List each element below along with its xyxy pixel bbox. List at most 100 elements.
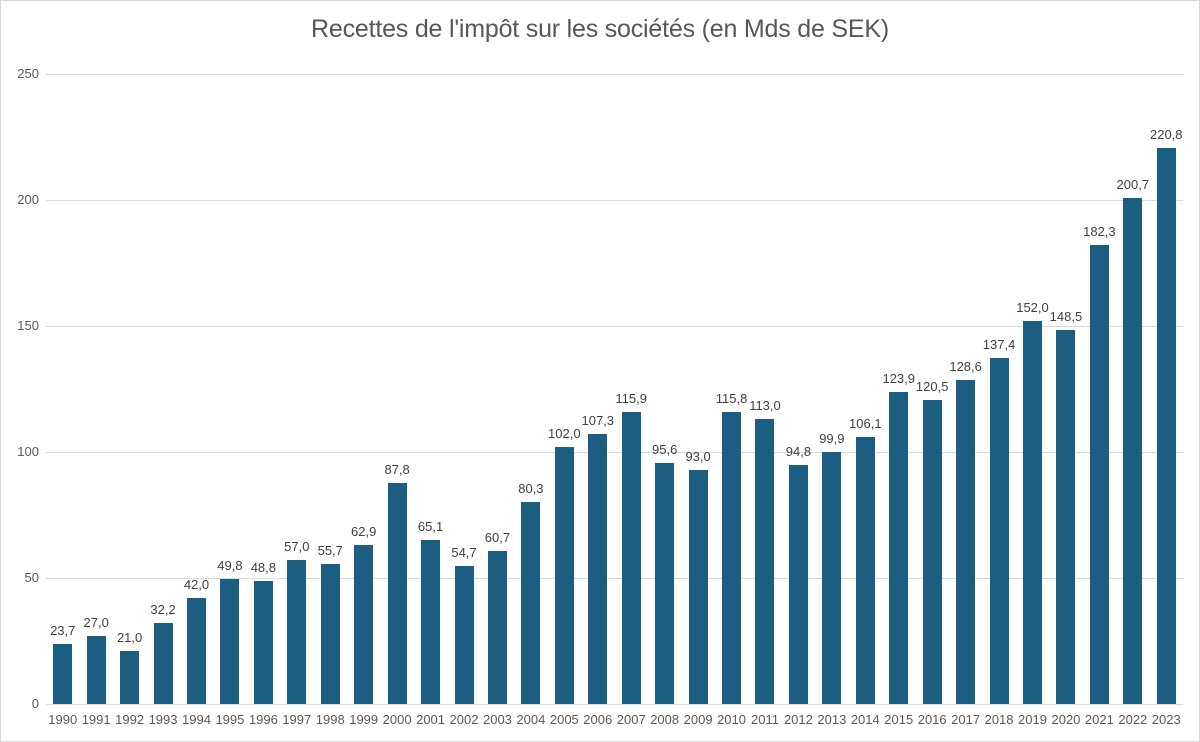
- y-axis-tick-label: 0: [31, 696, 39, 711]
- gridline: [46, 199, 1183, 201]
- bar-value-label: 115,8: [715, 391, 748, 407]
- bar-value-label: 107,3: [581, 412, 615, 428]
- bar-value-label: 55,7: [317, 542, 343, 558]
- bar-value-label: 99,9: [819, 431, 845, 447]
- x-axis-tick-label: 2022: [1118, 712, 1148, 727]
- bar: [1156, 147, 1176, 704]
- bar: [1023, 320, 1042, 704]
- bar-value-label: 42,0: [183, 577, 210, 593]
- bar: [186, 598, 206, 704]
- x-axis-tick-label: 2009: [683, 712, 713, 727]
- y-axis-tick-label: 150: [17, 318, 39, 333]
- bar-value-label: 120,5: [915, 379, 949, 395]
- x-axis-tick-label: 2016: [917, 712, 947, 727]
- x-axis-tick-label: 2008: [650, 712, 680, 727]
- bar-value-label: 182,3: [1083, 223, 1116, 239]
- bar-value-label: 93,0: [685, 448, 711, 464]
- bar-value-label: 200,7: [1116, 177, 1150, 193]
- x-axis-tick-label: 1994: [182, 712, 211, 727]
- bar: [86, 635, 106, 704]
- bar-value-label: 137,4: [982, 336, 1016, 352]
- x-axis-tick-label: 2006: [583, 712, 613, 727]
- bar: [220, 578, 240, 704]
- bar-value-label: 57,0: [284, 539, 310, 555]
- x-axis-tick-label: 2002: [449, 712, 479, 727]
- x-axis-tick-label: 1995: [215, 712, 245, 727]
- bar: [521, 501, 541, 704]
- gridline: [46, 325, 1183, 327]
- bar-value-label: 27,0: [83, 614, 109, 630]
- bar-value-label: 21,0: [116, 630, 143, 646]
- x-axis-tick-label: 2017: [951, 712, 981, 727]
- x-axis-tick-label: 2018: [984, 712, 1014, 727]
- bar: [989, 357, 1009, 704]
- x-axis-tick-label: 2000: [382, 712, 412, 727]
- x-axis-tick-label: 2005: [549, 712, 579, 727]
- gridline: [46, 73, 1183, 75]
- x-axis-tick-label: 2004: [516, 712, 546, 727]
- bar-value-label: 80,3: [518, 480, 544, 496]
- bar-value-label: 60,7: [484, 530, 511, 546]
- bar: [755, 419, 775, 704]
- bar: [487, 551, 507, 704]
- bar: [387, 482, 407, 704]
- bar: [922, 400, 942, 704]
- bar-value-label: 115,9: [615, 390, 647, 406]
- x-axis-tick-label: 2010: [717, 712, 746, 727]
- x-axis-tick-label: 1993: [148, 712, 178, 727]
- x-axis-tick-label: 1990: [48, 712, 78, 727]
- y-axis-tick-label: 100: [17, 444, 39, 459]
- bar-value-label: 148,5: [1049, 308, 1083, 324]
- bar-value-label: 102,0: [548, 425, 581, 441]
- x-axis-tick-label: 2021: [1084, 712, 1114, 727]
- bar: [287, 560, 307, 704]
- bar: [956, 379, 976, 704]
- gridline: [46, 451, 1183, 453]
- x-axis-tick-label: 2007: [616, 712, 646, 727]
- y-axis-tick-label: 200: [17, 192, 39, 207]
- bar: [588, 433, 608, 704]
- bar: [554, 446, 574, 704]
- x-axis-tick-label: 2015: [884, 712, 914, 727]
- bar: [855, 436, 875, 704]
- bar: [621, 411, 641, 704]
- bar-value-label: 32,2: [150, 601, 176, 617]
- bar-value-label: 128,6: [949, 358, 982, 374]
- x-axis-tick-label: 2001: [416, 712, 446, 727]
- bar: [320, 563, 340, 704]
- bar-value-label: 95,6: [652, 442, 678, 458]
- bar: [53, 644, 73, 704]
- bar-value-label: 65,1: [417, 518, 444, 534]
- bar: [688, 469, 708, 704]
- bar-value-label: 220,8: [1149, 126, 1183, 142]
- x-axis-tick-label: 1999: [349, 712, 379, 727]
- bar-value-label: 48,8: [250, 560, 277, 576]
- bar-value-label: 23,7: [50, 623, 76, 639]
- bar: [1123, 198, 1143, 704]
- x-axis-tick-label: 2011: [751, 712, 779, 727]
- x-axis-tick-label: 1996: [248, 712, 278, 727]
- x-axis-tick-label: 2003: [482, 712, 512, 727]
- x-axis-tick-label: 1991: [81, 712, 111, 727]
- x-axis-line: [46, 703, 1183, 705]
- bar-value-label: 49,8: [217, 557, 243, 573]
- bar: [153, 622, 173, 704]
- x-axis-tick-label: 1998: [315, 712, 345, 727]
- bar: [120, 651, 140, 704]
- bar-value-label: 54,7: [451, 545, 477, 561]
- y-axis-tick-label: 50: [24, 570, 39, 585]
- bar: [354, 545, 374, 704]
- x-axis-tick-label: 1997: [282, 712, 312, 727]
- x-axis-tick-label: 2019: [1018, 712, 1047, 727]
- bar-value-label: 62,9: [351, 524, 377, 540]
- bar-value-label: 123,9: [882, 370, 916, 386]
- bar: [788, 465, 808, 704]
- x-axis-tick-label: 1992: [115, 712, 145, 727]
- bar: [822, 452, 842, 704]
- bar-value-label: 152,0: [1016, 299, 1049, 315]
- chart-title: Recettes de l'impôt sur les sociétés (en…: [311, 15, 889, 43]
- bar: [722, 412, 742, 704]
- x-axis-tick-label: 2020: [1051, 712, 1081, 727]
- bar: [889, 391, 909, 704]
